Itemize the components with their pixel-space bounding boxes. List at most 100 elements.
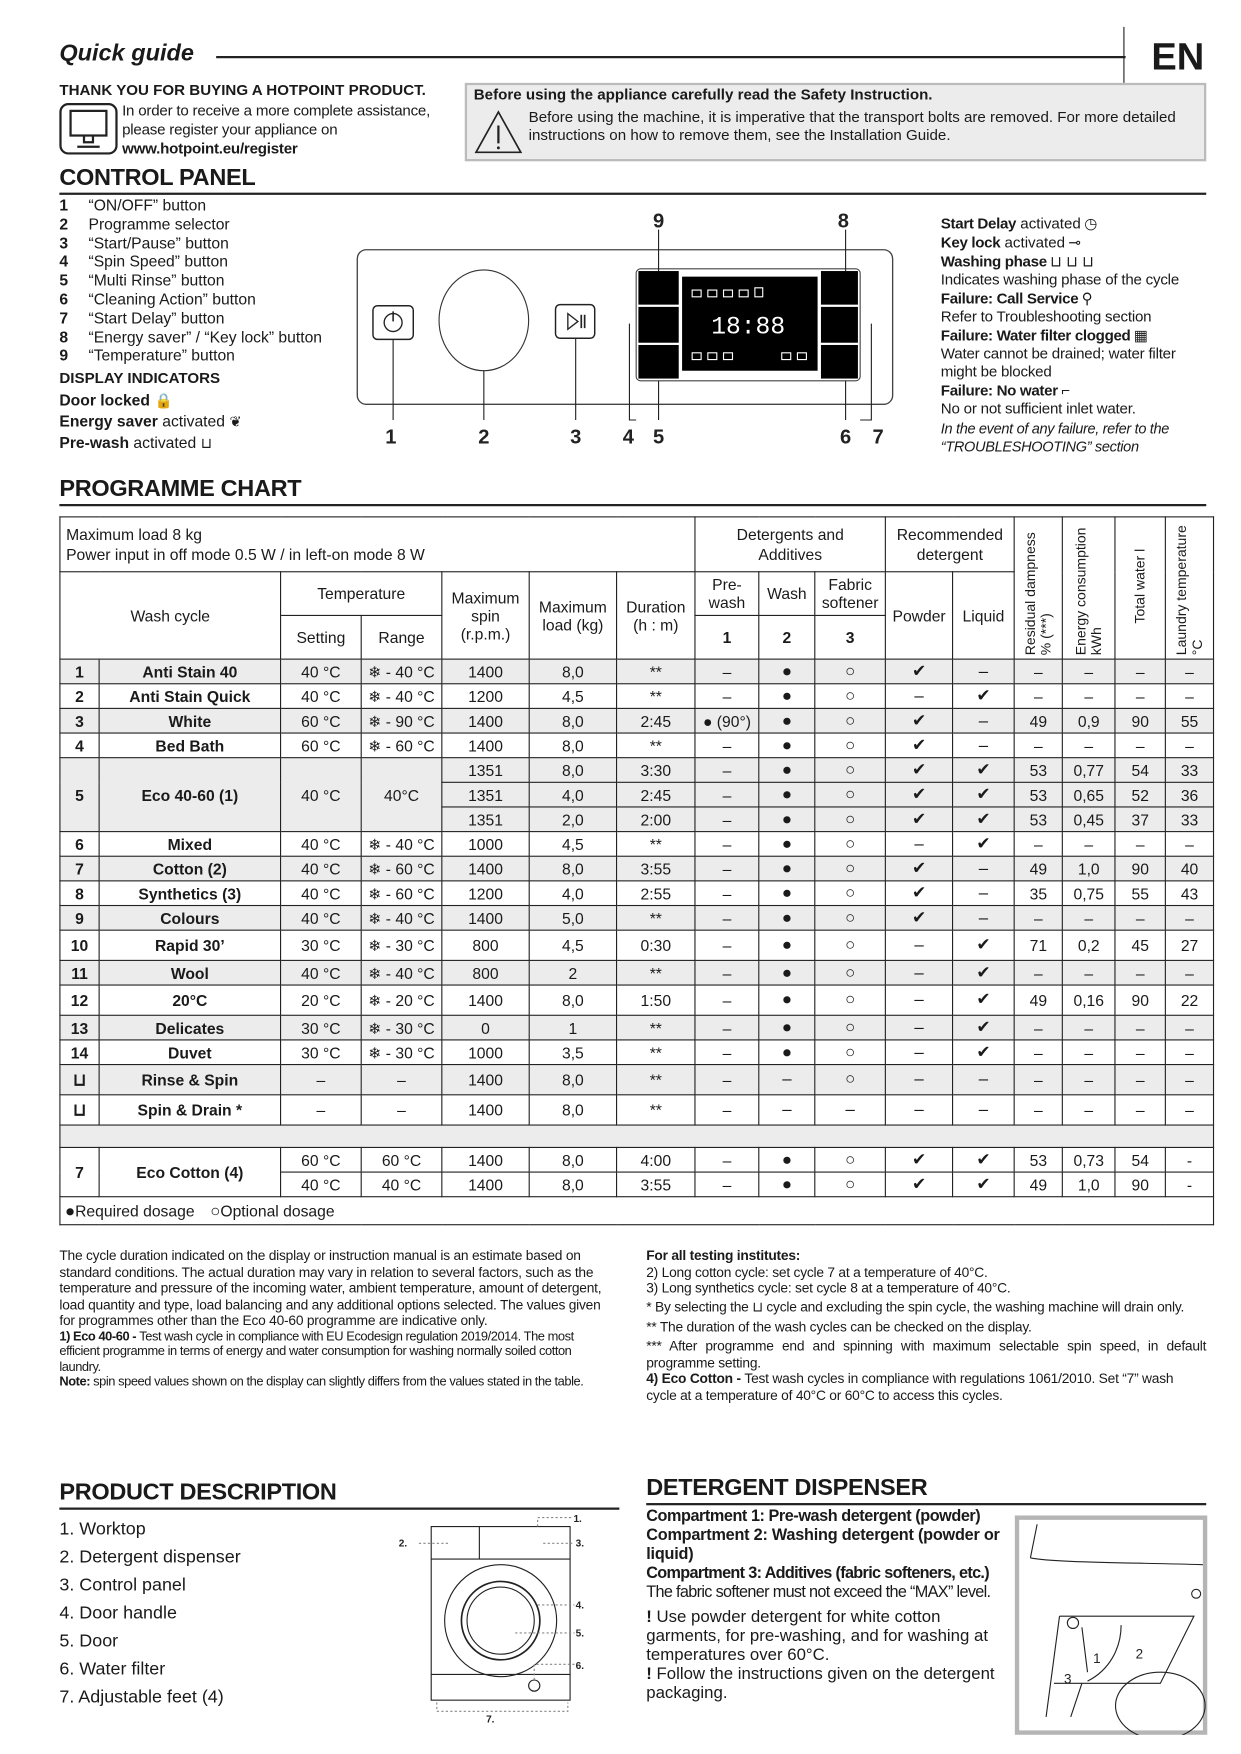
control-panel-item: 4 “Spin Speed” button	[59, 252, 333, 271]
energy-cell: 1,0	[1061, 1171, 1116, 1198]
table-row: 7 Eco Cotton (4) 60 °C 60 °C 1400 8,0 4:00– ● ○ ✔…	[59, 1146, 1215, 1198]
powder-cell: ✔	[884, 781, 954, 808]
dosage-legend: ●Required dosage ○Optional dosage	[59, 1196, 1215, 1226]
machine-label-6: 6.	[576, 1661, 585, 1672]
powder-cell: –	[884, 959, 954, 986]
programme-name: Colours	[98, 904, 282, 931]
programme-number: 7	[59, 1146, 100, 1198]
control-panel-item: 8 “Energy saver” / “Key lock” button	[59, 328, 333, 347]
wash-cell: ●	[758, 781, 816, 808]
programme-number: 9	[59, 904, 100, 931]
load-cell: 4,0	[528, 880, 618, 907]
required-dosage-icon: ●	[64, 1201, 76, 1221]
water-cell: 45	[1114, 929, 1167, 961]
programme-name: White	[98, 707, 282, 734]
control-panel-item: 9 “Temperature” button	[59, 347, 333, 366]
safety-box: Before using the appliance carefully rea…	[464, 82, 1207, 162]
duration-note: The cycle duration indicated on the disp…	[59, 1247, 602, 1329]
wash-cell: ●	[758, 757, 816, 783]
programme-number: 4	[59, 732, 100, 759]
prewash-cell: –	[694, 1094, 760, 1126]
item-number: 2	[59, 214, 69, 233]
residual-cell: 53	[1013, 1146, 1063, 1173]
residual-cell: 71	[1013, 929, 1063, 961]
powder-cell: –	[884, 1064, 954, 1096]
prewash-cell: –	[694, 683, 760, 709]
prewash-cell: –	[694, 781, 760, 808]
wash-cell: ●	[758, 1014, 816, 1041]
prewash-cell: –	[694, 806, 760, 833]
energy-cell: 0,16	[1061, 984, 1116, 1016]
star-note-a: * By selecting the	[646, 1298, 749, 1315]
temperature-range: ❄ - 40 °C	[360, 959, 443, 986]
programme-name: Spin & Drain *	[98, 1094, 282, 1126]
energy-cell: 1,0	[1061, 855, 1116, 882]
temperature-range: ❄ - 30 °C	[360, 1039, 443, 1066]
liquid-cell: –	[952, 855, 1015, 882]
spin-cell: 1351	[441, 781, 530, 808]
temperature-range: ❄ - 40 °C	[360, 658, 443, 685]
indicator-text: activated	[1000, 234, 1066, 251]
item-label: “Multi Rinse” button	[88, 271, 225, 290]
temperature-range: ❄ - 20 °C	[360, 984, 443, 1016]
softener-cell: ○	[814, 880, 887, 907]
residual-cell: 49	[1013, 984, 1063, 1016]
laundry-temp-cell: 55	[1164, 707, 1215, 734]
header-prewash: Pre-wash	[694, 571, 760, 617]
machine-label-3: 3.	[576, 1539, 585, 1550]
residual-cell: –	[1013, 1094, 1063, 1126]
control-panel-list: 1 “ON/OFF” button 2 Programme selector 3 “Sta…	[59, 196, 333, 365]
item-label: “Start/Pause” button	[88, 233, 229, 252]
programme-number: ⊔	[59, 1064, 100, 1096]
testing-note-3: 3) Long synthetics cycle: set cycle 8 at…	[646, 1280, 1011, 1297]
spin-cell: 1400	[441, 1064, 530, 1096]
programme-chart-heading: PROGRAMME CHART	[59, 475, 1207, 507]
diagram-label-6: 6	[840, 427, 851, 449]
table-row: 11 Wool 40 °C ❄ - 40 °C 800 2 ** – ● ○ – ✔ – – – –	[59, 959, 1215, 986]
dispenser-drawer-image: 1 2 3	[1014, 1515, 1208, 1735]
softener-cell: ○	[814, 929, 887, 961]
indicator-text: activated	[157, 412, 225, 431]
display-indicator: Key lock activated ⊸	[941, 234, 1215, 252]
programme-name: Wool	[98, 959, 282, 986]
machine-label-7: 7.	[486, 1715, 495, 1725]
table-row: 40 °C 40 °C 1400 8,0 3:55– ● ○ ✔ ✔ 49 1,0 90-	[60, 1171, 1215, 1198]
duration-cell: **	[615, 1014, 696, 1041]
residual-cell: 49	[1013, 855, 1063, 882]
triple-star-note: *** After programme end and spinning wit…	[646, 1338, 1207, 1371]
machine-label-2: 2.	[399, 1539, 408, 1550]
wash-cell: ●	[758, 880, 816, 907]
powder-cell: –	[884, 984, 954, 1016]
indicator-title: Failure: Call Service ⚲	[941, 290, 1215, 308]
item-number: 1	[59, 196, 69, 214]
diagram-label-7: 7	[872, 427, 883, 449]
softener-cell: ○	[814, 1014, 887, 1041]
powder-cell: –	[884, 1014, 954, 1041]
programme-number: 14	[59, 1039, 100, 1066]
water-cell: –	[1114, 732, 1167, 759]
programme-number: 10	[59, 929, 100, 961]
header-laundry-temp: Laundry temperature °C	[1164, 516, 1215, 660]
product-description-heading: PRODUCT DESCRIPTION	[59, 1478, 620, 1510]
temperature-range: ❄ - 30 °C	[360, 1014, 443, 1041]
softener-cell: ○	[814, 1171, 887, 1198]
powder-cell: ✔	[884, 880, 954, 907]
duration-cell: **	[615, 959, 696, 986]
energy-cell: –	[1061, 658, 1116, 685]
spin-cell: 800	[441, 959, 530, 986]
spin-cell: 1200	[441, 683, 530, 709]
energy-cell: –	[1061, 904, 1116, 931]
machine-label-1: 1.	[573, 1514, 582, 1525]
register-link[interactable]: www.hotpoint.eu/register	[122, 140, 298, 157]
water-cell: 55	[1114, 880, 1167, 907]
indicator-description: Refer to Troubleshooting section	[940, 308, 1152, 325]
powder-cell: ✔	[884, 1171, 954, 1198]
optional-dosage-icon: ○	[210, 1201, 221, 1221]
powder-cell: ✔	[884, 806, 954, 833]
indicator-name: Pre-wash	[59, 433, 130, 452]
control-panel-item: 6 “Cleaning Action” button	[59, 290, 333, 309]
programme-selector-knob	[438, 269, 530, 372]
spin-cell: 1400	[441, 1146, 530, 1173]
temperature-range: ❄ - 60 °C	[360, 880, 443, 907]
display-indicator: Failure: No water ⌐ No or not sufficient i…	[941, 382, 1215, 418]
